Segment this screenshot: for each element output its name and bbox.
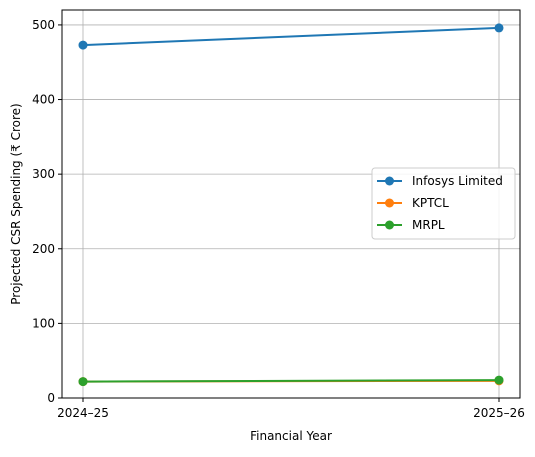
data-point [494, 375, 504, 385]
series-line [82, 26, 500, 47]
data-point [78, 377, 88, 387]
series-group [78, 23, 504, 387]
series-line [82, 379, 500, 383]
legend-marker [385, 220, 394, 230]
plot-frame [61, 9, 521, 399]
y-axis-label: Projected CSR Spending (₹ Crore) [9, 103, 23, 305]
y-tick-label: 0 [47, 391, 55, 405]
legend: Infosys Limited KPTCL MRPL [371, 167, 516, 240]
y-tick-label: 500 [32, 18, 55, 32]
legend-marker [385, 198, 394, 208]
data-point [78, 40, 88, 50]
x-axis-label: Financial Year [250, 429, 332, 443]
data-point [494, 23, 504, 33]
y-tick-label: 100 [32, 316, 55, 330]
legend-marker [385, 176, 394, 186]
series-mrpl [78, 375, 504, 387]
legend-label: KPTCL [412, 196, 449, 210]
y-tick-label: 300 [32, 167, 55, 181]
legend-label: MRPL [412, 218, 445, 232]
x-tick-label: 2025–26 [473, 406, 525, 420]
x-tick-label: 2024–25 [57, 406, 109, 420]
y-tick-label: 200 [32, 242, 55, 256]
y-tick-label: 400 [32, 93, 55, 107]
legend-box [371, 167, 516, 240]
axis-ticks: 0 100 200 300 400 500 2024–25 2025–26 [32, 18, 525, 420]
legend-label: Infosys Limited [412, 174, 503, 188]
series-infosys-limited [78, 23, 504, 50]
